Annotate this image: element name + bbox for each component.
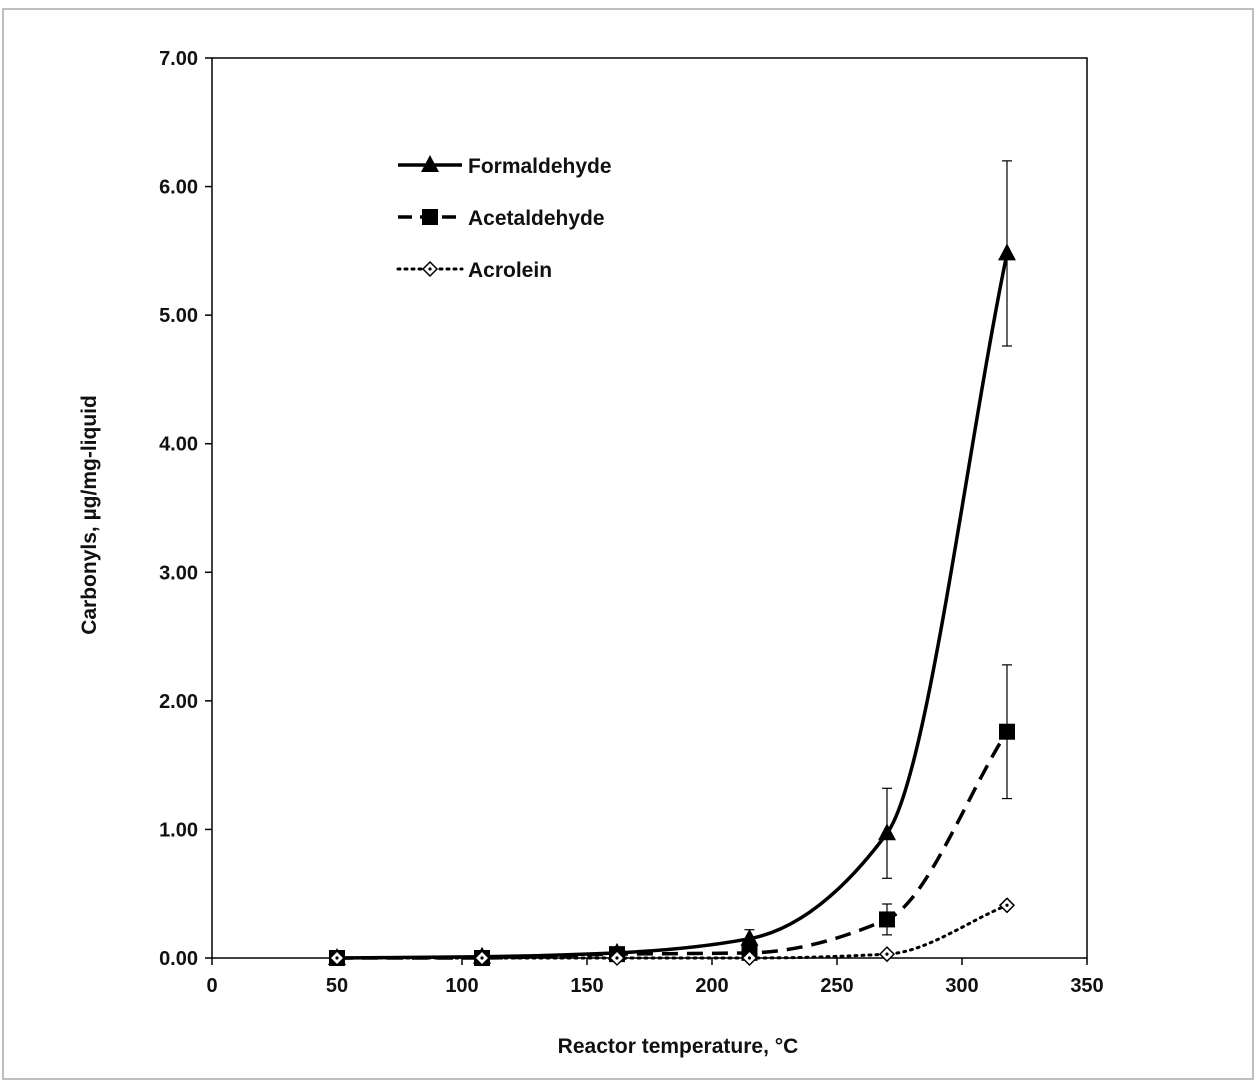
x-tick-label: 350 [1070,975,1103,997]
series-line [336,253,1009,960]
x-tick-label: 250 [820,975,853,997]
series-acetaldehyde [329,664,1015,966]
y-tick-label: 0.00 [159,948,198,970]
data-point [740,928,759,946]
legend-marker-dot [428,267,432,271]
series-line [335,903,1009,960]
series-acrolein [328,897,1016,967]
legend-label: Acetaldehyde [468,207,605,230]
series-formaldehyde [328,160,1016,965]
y-tick-label: 4.00 [159,434,198,456]
y-axis: 0.00 1.00 2.00 3.00 4.00 5.00 6.00 7.00 [159,48,212,970]
y-tick-label: 7.00 [159,48,198,70]
x-tick-label: 100 [445,975,478,997]
legend-marker [421,155,439,172]
data-point-dot [480,956,484,960]
data-point-dot [885,952,889,956]
legend-label: Formaldehyde [468,155,612,178]
data-point [878,823,896,841]
y-axis-title: Carbonyls, µg/mg-liquid [78,395,101,635]
data-point-dot [747,956,752,960]
data-point [999,723,1015,740]
data-point [879,911,895,928]
y-tick-label: 6.00 [159,177,198,199]
x-tick-label: 200 [695,975,728,997]
plot-area [211,57,1088,959]
legend: Formaldehyde Acetaldehyde Acrolein [396,155,612,282]
x-axis: 0 50 100 150 200 250 300 350 [206,958,1104,997]
x-tick-label: 0 [206,975,217,997]
data-point-dot [1005,903,1009,907]
data-point-dot [335,956,339,960]
data-point [998,243,1016,261]
y-tick-label: 2.00 [159,691,198,713]
x-tick-label: 50 [326,975,348,997]
legend-label: Acrolein [468,259,552,282]
data-point-dot [615,956,619,960]
y-tick-label: 3.00 [159,562,198,584]
series-layer [328,160,1016,967]
series-line [336,730,1009,960]
y-tick-label: 5.00 [159,305,198,327]
y-tick-label: 1.00 [159,819,198,841]
x-tick-label: 150 [570,975,603,997]
x-axis-title: Reactor temperature, °C [558,1035,799,1058]
x-tick-label: 300 [945,975,978,997]
legend-marker [422,209,438,225]
